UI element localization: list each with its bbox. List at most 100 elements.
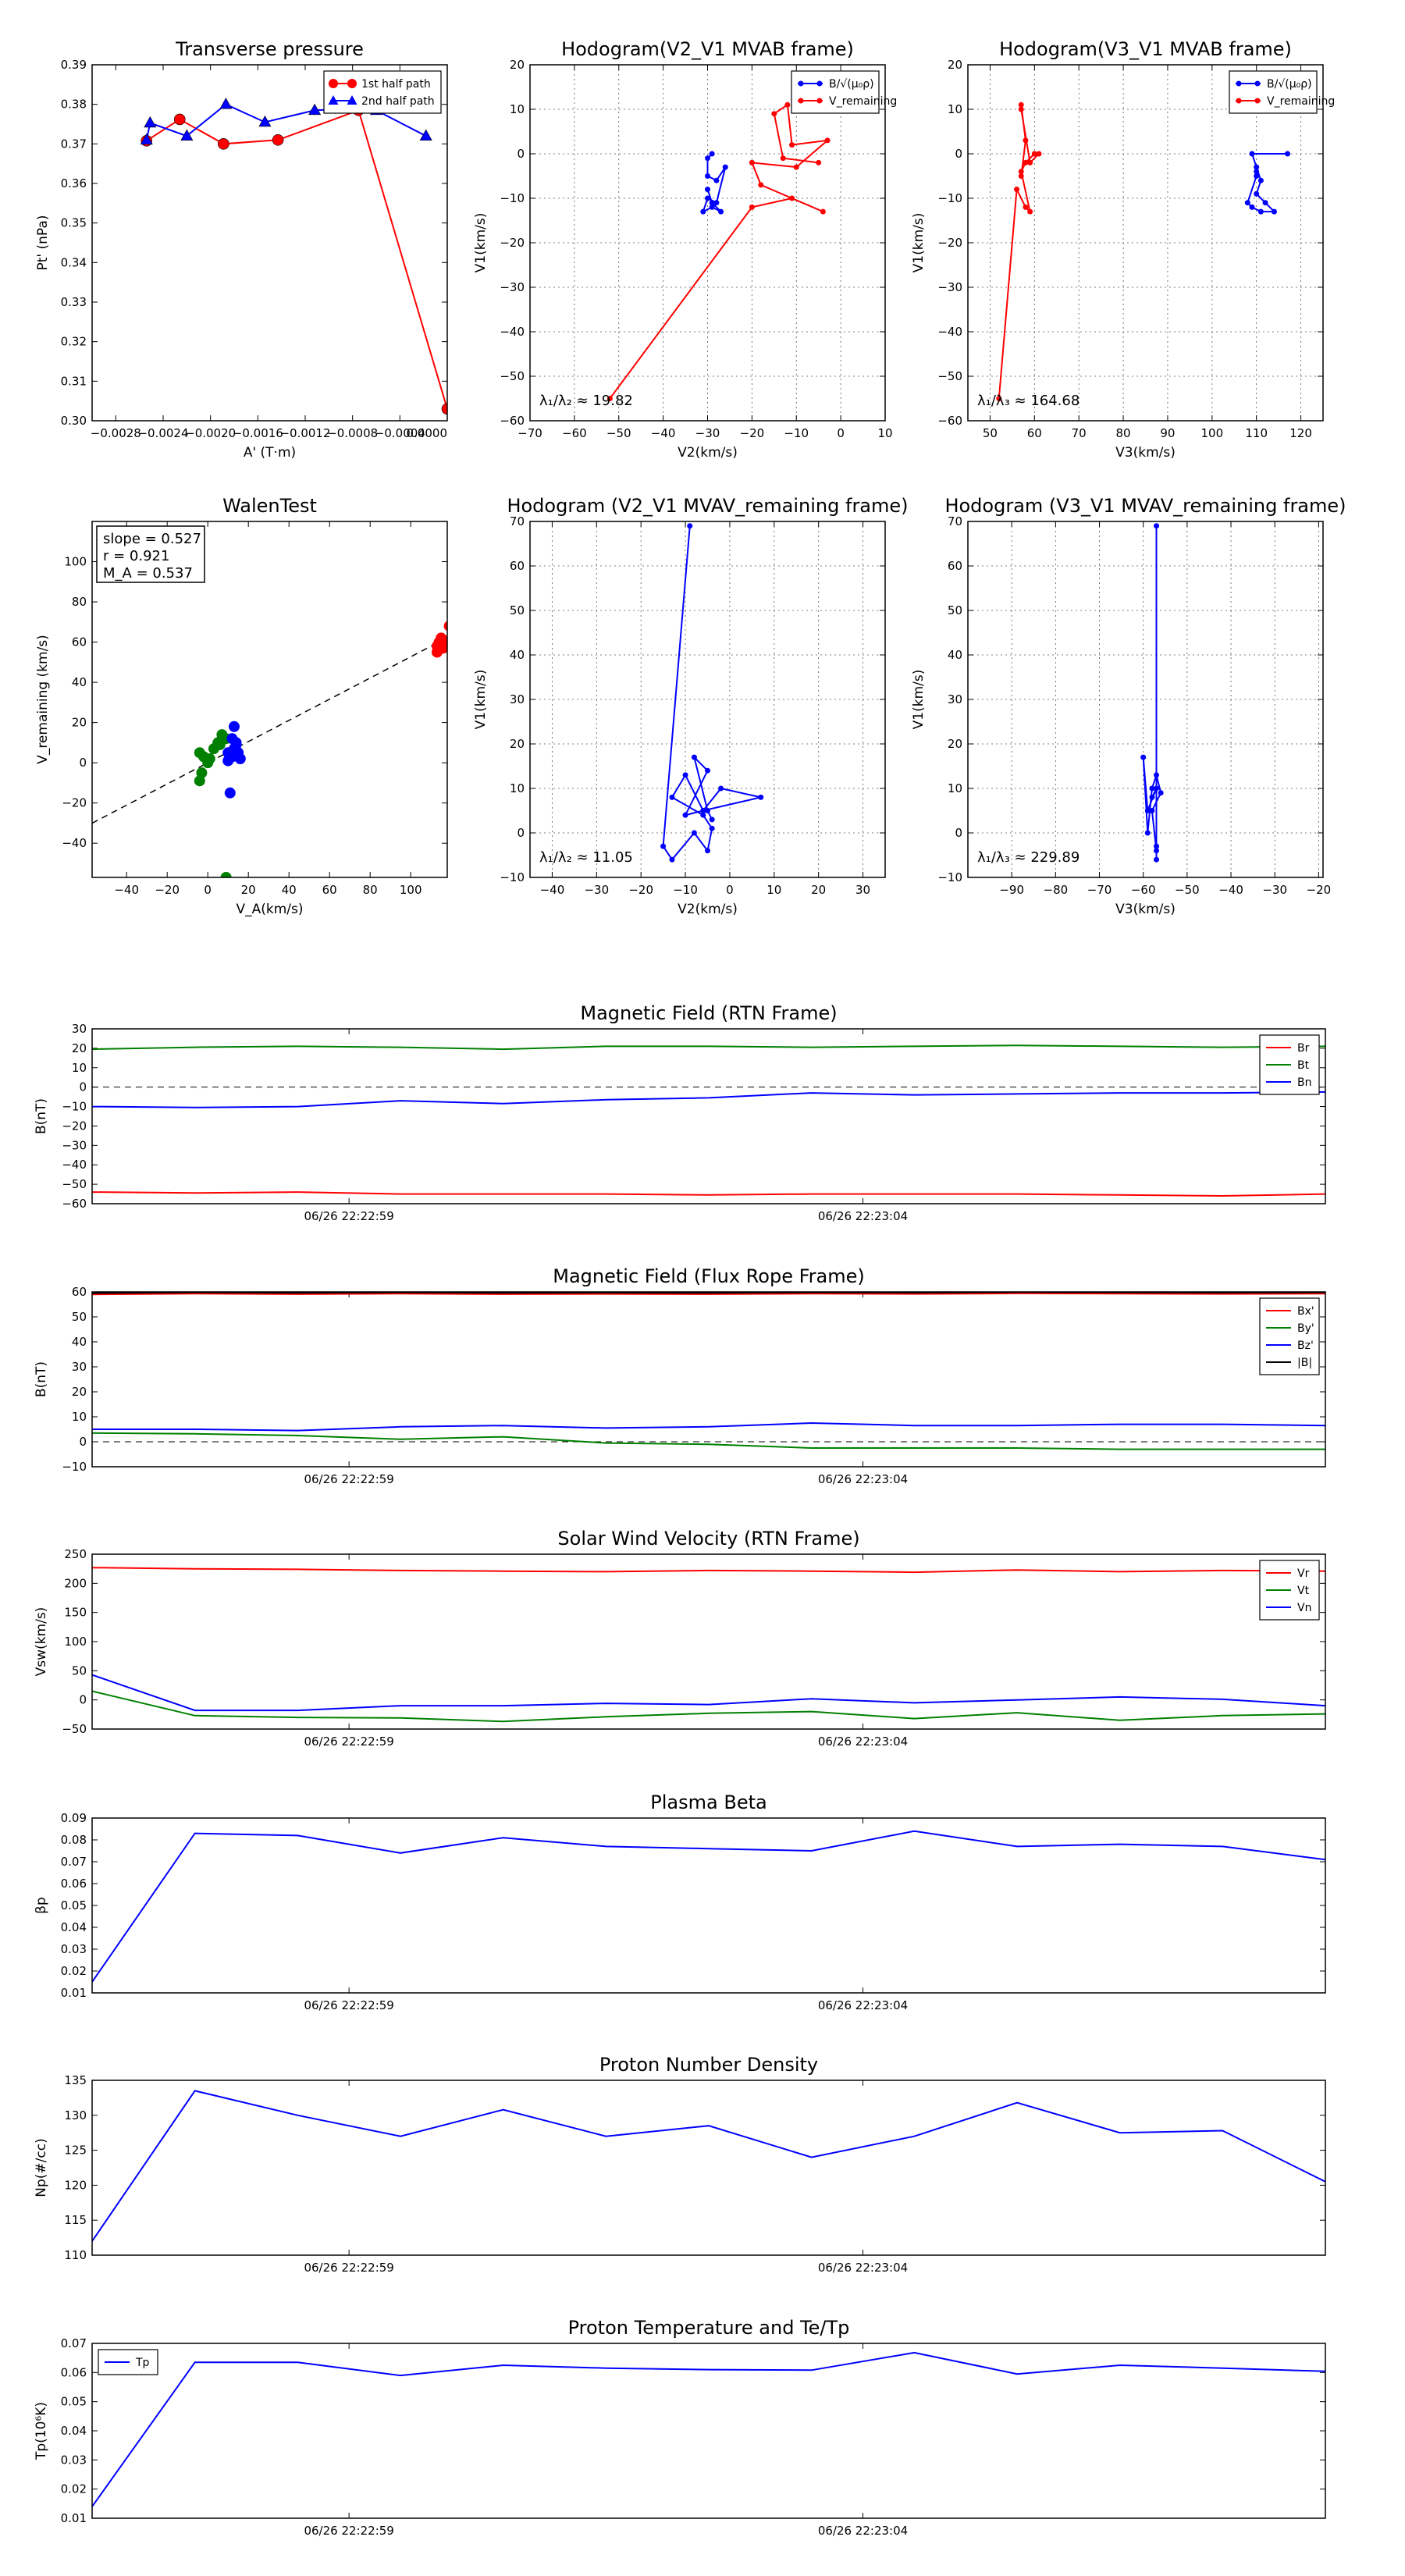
data-point-dot: [1031, 151, 1037, 157]
data-point-dot: [1285, 151, 1290, 157]
y-tick-label: 10: [72, 1410, 87, 1424]
data-point-dot: [1154, 848, 1160, 854]
x-tick-label: 100: [400, 883, 422, 897]
legend-entry-label: Bz': [1297, 1340, 1314, 1352]
chart-bf: 06/26 22:22:59 06/26 22:23:04 −60 −50 −40 −30…: [34, 1002, 1326, 1223]
legend-marker: [1254, 98, 1261, 104]
legend-marker: [1236, 98, 1242, 104]
data-point-circle: [173, 113, 186, 126]
y-tick-label: 0: [517, 826, 525, 840]
axis-ticks: 06/26 22:22:59 06/26 22:23:04 −50 0 50 100 150…: [62, 1547, 1325, 1749]
legend-entry-label: Vr: [1297, 1567, 1310, 1580]
y-axis-label: V1(km/s): [473, 670, 489, 730]
x-axis-label: V2(km/s): [678, 445, 738, 461]
legend: 1st half path 2nd half path: [323, 70, 442, 114]
legend: Bx' By' Bz' |B|: [1259, 1297, 1320, 1375]
data-point-dot: [1254, 169, 1260, 175]
data-point-dot: [1036, 151, 1042, 157]
x-tick-label: 0.0000: [407, 426, 448, 440]
chart-np: 06/26 22:22:59 06/26 22:23:04 110 115 120 125…: [34, 2054, 1326, 2275]
x-tick-label: −50: [606, 426, 631, 440]
data-point-dot: [700, 208, 706, 215]
y-tick-label: 20: [72, 1041, 87, 1055]
series-layer: [92, 2351, 1325, 2507]
x-tick-label: −90: [999, 883, 1024, 897]
series-line-beta: [92, 1830, 1325, 1983]
y-tick-label: 0.03: [61, 1942, 87, 1956]
series-layer: [606, 101, 831, 401]
x-tick-label: 06/26 22:23:04: [818, 1998, 908, 2012]
legend-entry-label: B/√(μ₀ρ): [1267, 78, 1312, 91]
y-tick-label: 100: [64, 555, 87, 569]
legend-marker: [798, 98, 804, 104]
data-point-dot: [1154, 523, 1160, 529]
series-line-np: [92, 2090, 1325, 2242]
series-line-vt: [92, 1690, 1325, 1723]
axis-ticks: 06/26 22:22:59 06/26 22:23:04 −60 −50 −40 −30…: [62, 1022, 1325, 1223]
legend-frame: [791, 70, 880, 114]
y-tick-label: 0: [955, 147, 962, 161]
y-tick-label: 135: [64, 2073, 87, 2087]
y-tick-label: 10: [948, 102, 962, 116]
legend: Tp: [98, 2349, 158, 2375]
y-tick-label: 30: [72, 1022, 87, 1036]
grid-lines: [530, 521, 885, 877]
x-tick-label: −40: [1218, 883, 1243, 897]
series-line-bz-: [92, 1421, 1325, 1432]
legend-entry-label: Bx': [1297, 1305, 1314, 1318]
x-axis-label: V_A(km/s): [236, 902, 303, 917]
chart-title: Magnetic Field (RTN Frame): [580, 1002, 837, 1024]
y-tick-label: 200: [64, 1576, 87, 1590]
legend-entry-label: Bt: [1297, 1059, 1310, 1072]
axis-ticks: 06/26 22:22:59 06/26 22:23:04 0.01 0.02 0.03…: [61, 2336, 1325, 2538]
y-tick-label: −30: [937, 280, 962, 294]
y-tick-label: −10: [62, 1100, 87, 1114]
y-axis-label: V1(km/s): [911, 213, 927, 273]
x-tick-label: 0: [837, 426, 845, 440]
y-tick-label: 0.37: [61, 137, 87, 151]
y-tick-label: 50: [72, 1663, 87, 1678]
chart-tp: −0.0028−0.0024−0.0020−0.0016−0.0012−0.00…: [35, 38, 448, 461]
axes-frame: [529, 521, 886, 878]
scatter-point-red: [443, 621, 447, 632]
data-point-dot: [709, 817, 715, 823]
x-tick-label: −0.0012: [279, 426, 330, 440]
y-tick-label: −50: [500, 369, 525, 383]
y-tick-label: −60: [500, 414, 525, 428]
x-tick-label: 70: [1072, 426, 1087, 440]
chart-title: Hodogram (V2_V1 MVAV_remaining frame): [507, 495, 908, 517]
axes-frame: [91, 521, 448, 878]
axes-frame: [91, 2080, 1326, 2256]
axis-ticks: −0.0028−0.0024−0.0020−0.0016−0.0012−0.00…: [61, 58, 448, 440]
x-tick-label: 06/26 22:23:04: [818, 1472, 908, 1486]
x-tick-label: 80: [363, 883, 378, 897]
y-axis-label: Np(#/cc): [34, 2138, 49, 2197]
axis-ticks: −90 −80 −70 −60 −50 −40 −30 −20 −10 0 10 20 30 40 50 60…: [937, 514, 1331, 897]
data-point-dot: [1254, 164, 1260, 170]
y-axis-label: βp: [34, 1897, 49, 1914]
y-tick-label: 0: [955, 826, 962, 840]
data-point-dot: [682, 772, 688, 778]
walen-stat-line: M_A = 0.537: [103, 565, 193, 582]
legend-marker: [329, 79, 338, 88]
data-point-dot: [687, 523, 693, 529]
data-point-dot: [660, 843, 667, 849]
scatter-point-green: [220, 872, 232, 877]
x-tick-label: 10: [767, 883, 781, 897]
data-point-dot: [691, 754, 697, 760]
legend-entry-label: By': [1297, 1322, 1314, 1335]
data-point-dot: [700, 808, 706, 813]
eigenvalue-ratio-annotation: λ₁/λ₂ ≈ 11.05: [539, 849, 633, 866]
eigenvalue-ratio-annotation: λ₁/λ₃ ≈ 229.89: [977, 849, 1080, 866]
data-point-dot: [1023, 137, 1029, 144]
y-tick-label: −20: [500, 236, 525, 250]
data-point-dot: [1154, 843, 1160, 849]
data-point-dot: [1140, 754, 1147, 760]
y-tick-label: 0.02: [61, 2482, 87, 2496]
series-layer: [660, 523, 764, 863]
data-point-dot: [705, 195, 710, 201]
y-tick-label: 0.31: [61, 374, 87, 388]
y-tick-label: 20: [510, 737, 525, 751]
series-layer: [92, 1830, 1325, 1983]
data-point-dot: [705, 173, 710, 179]
